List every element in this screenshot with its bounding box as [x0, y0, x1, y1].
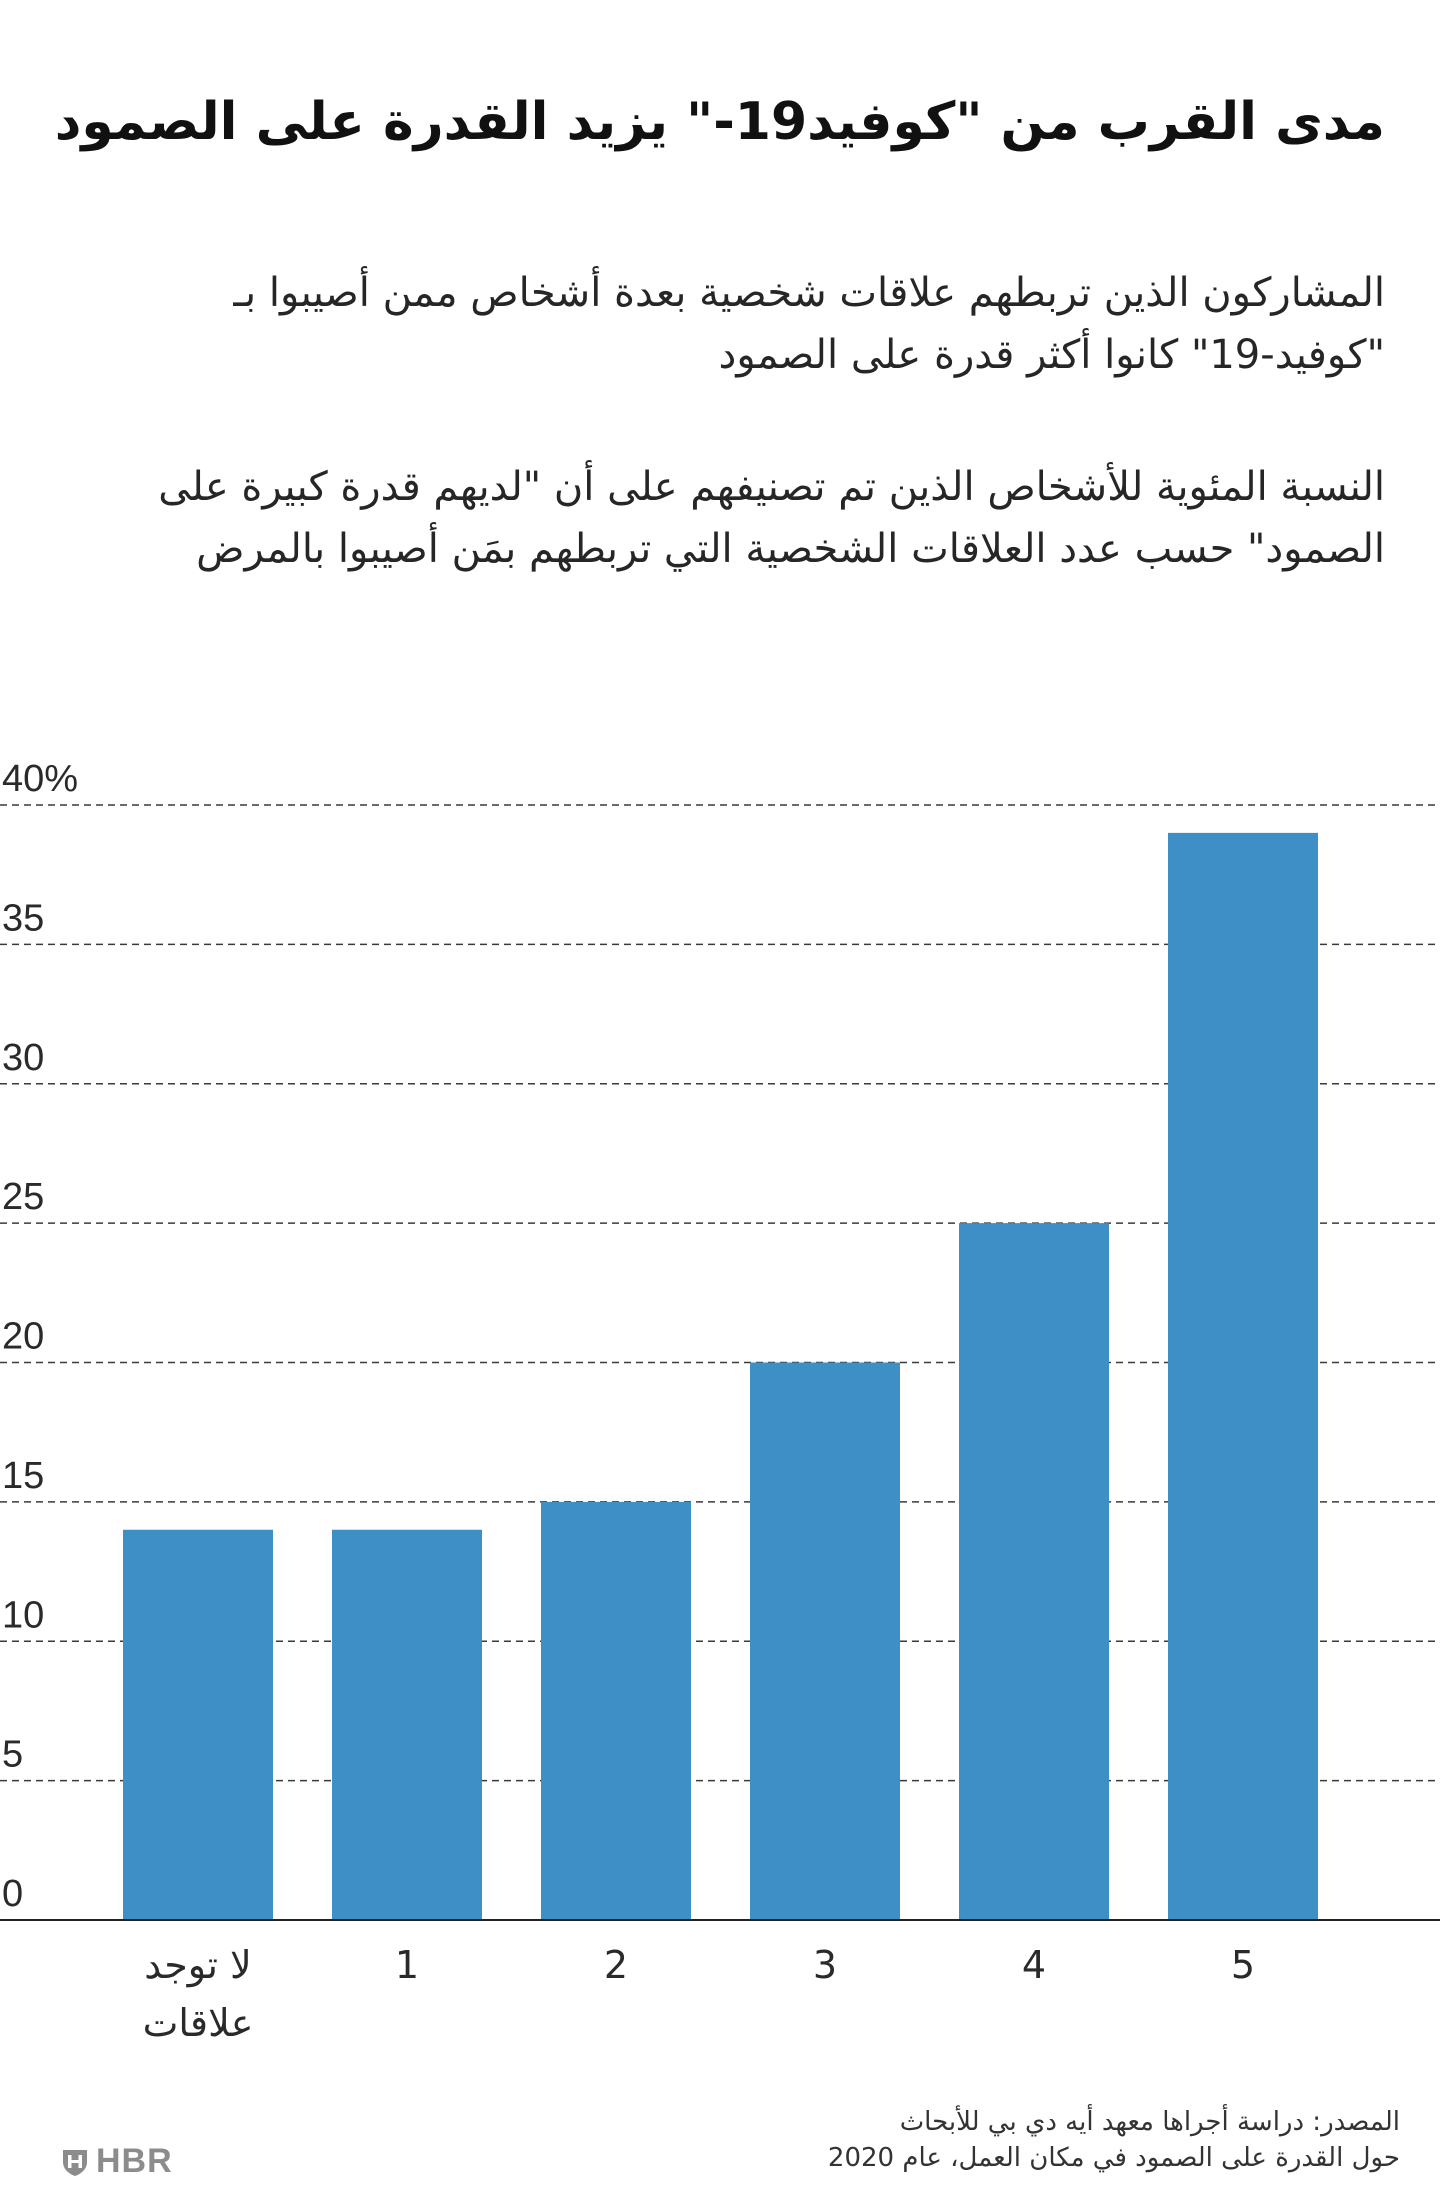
bar-chart: 0 5 10 15 20 25 30 35 40% لا توجد علاقات 1 2 3 4 5 — [0, 758, 1440, 2045]
y-tick-label: 35 — [2, 897, 44, 939]
chart-subtitle: المشاركون الذين تربطهم علاقات شخصية بعدة… — [233, 270, 1385, 378]
hbr-logo: HBR — [60, 2142, 173, 2181]
source-note: المصدر: دراسة أجراها معهد أيه دي بي للأب… — [500, 2104, 1400, 2176]
y-tick-label: 10 — [2, 1594, 44, 1636]
hbr-shield-icon — [63, 2149, 87, 2176]
bar — [123, 1529, 273, 1920]
bar — [1168, 832, 1318, 1920]
x-tick-label: 5 — [1231, 1943, 1255, 1987]
source-line-2: حول القدرة على الصمود في مكان العمل، عام… — [827, 2143, 1400, 2173]
x-tick-label: 2 — [604, 1943, 628, 1987]
chart-title: مدى القرب من "كوفيد19-" يزيد القدرة على … — [54, 92, 1385, 152]
y-tick-label: 25 — [2, 1176, 44, 1218]
chart-description: النسبة المئوية للأشخاص الذين تم تصنيفهم … — [158, 464, 1385, 572]
x-tick-label: 4 — [1022, 1943, 1046, 1987]
x-tick-label: لا توجد علاقات — [143, 1943, 254, 2045]
x-tick-label: 3 — [813, 1943, 837, 1987]
source-line-1: المصدر: دراسة أجراها معهد أيه دي بي للأب… — [899, 2107, 1400, 2137]
bar — [332, 1529, 482, 1920]
logo-text: HBR — [96, 2142, 173, 2180]
x-tick-label: 1 — [395, 1943, 419, 1987]
y-tick-label: 30 — [2, 1037, 44, 1079]
bar — [750, 1362, 900, 1920]
bar — [541, 1501, 691, 1920]
bar — [959, 1223, 1109, 1920]
y-tick-label: 15 — [2, 1455, 44, 1497]
y-tick-label: 40% — [2, 758, 78, 800]
y-tick-label: 0 — [2, 1873, 23, 1915]
y-tick-label: 5 — [2, 1734, 23, 1776]
y-tick-label: 20 — [2, 1316, 44, 1358]
